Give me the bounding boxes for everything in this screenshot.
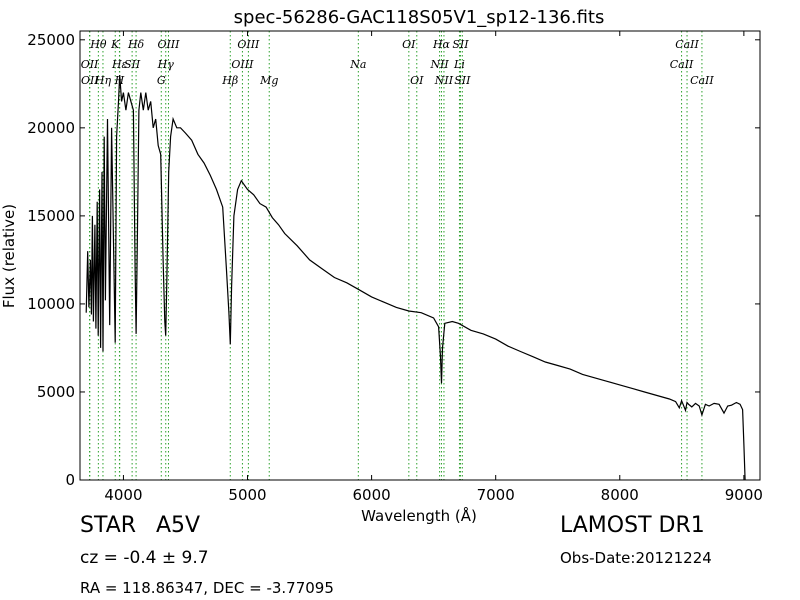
spectral-line-label: Hε [111, 58, 128, 71]
y-axis-ticks: 0 5000 10000 15000 20000 25000 [27, 31, 760, 489]
spectral-line-label: CaII [675, 38, 699, 51]
spectral-line-label: CaII [690, 74, 714, 87]
x-axis-ticks: 4000 5000 6000 7000 8000 9000 [104, 31, 763, 504]
spectral-line-label: OIII [157, 38, 180, 51]
chart-title: spec-56286-GAC118S05V1_sp12-136.fits [234, 7, 605, 28]
spectral-line-label: CaII [670, 58, 694, 71]
spectral-line-markers [89, 31, 703, 480]
spectral-line-label: Hθ [89, 38, 107, 51]
y-tick-label: 0 [65, 471, 75, 489]
y-tick-label: 15000 [27, 207, 75, 225]
y-tick-label: 20000 [27, 119, 75, 137]
object-subclass: A5V [156, 513, 201, 538]
spectral-line-label: OII [81, 58, 99, 71]
spectral-line-label: Li [453, 58, 465, 71]
spectral-line-label: NII [429, 58, 449, 71]
coordinates: RA = 118.86347, DEC = -3.77095 [80, 579, 334, 597]
x-axis-label: Wavelength (Å) [361, 506, 477, 525]
x-tick-label: 9000 [725, 486, 763, 504]
spectral-line-label: Hα [432, 38, 451, 51]
spectral-line-label: Na [349, 58, 366, 71]
spectral-line-label: OI [402, 38, 416, 51]
spectral-line-label: SII [124, 58, 141, 71]
spectral-line-label: Hγ [157, 58, 175, 71]
spectral-line-label: NII [434, 74, 454, 87]
y-tick-label: 25000 [27, 31, 75, 49]
spectral-line-label: K [110, 38, 120, 51]
spectral-line-label: SII [454, 74, 471, 87]
spectral-line-label: Hβ [221, 74, 238, 87]
spectral-line-label: G [157, 74, 166, 87]
spectral-line-label: SII [452, 38, 469, 51]
y-tick-label: 5000 [37, 383, 75, 401]
x-tick-label: 8000 [601, 486, 639, 504]
x-tick-label: 4000 [104, 486, 142, 504]
survey-name: LAMOST DR1 [560, 513, 705, 538]
spectral-line-label: OI [410, 74, 424, 87]
spectral-line-label: Mg [259, 74, 278, 87]
y-axis-label: Flux (relative) [0, 204, 18, 308]
spectral-line-label: Hη [94, 74, 112, 87]
observation-date: Obs-Date:20121224 [560, 549, 712, 567]
spectrum-line [85, 74, 746, 481]
plot-frame [79, 30, 761, 481]
x-tick-label: 7000 [477, 486, 515, 504]
spectral-line-label: Hδ [127, 38, 145, 51]
spectral-line-label: OIII [237, 38, 260, 51]
redshift-value: cz = -0.4 ± 9.7 [80, 548, 209, 568]
y-tick-label: 10000 [27, 295, 75, 313]
object-class: STAR [80, 513, 137, 538]
spectral-line-label: OII [81, 74, 99, 87]
x-tick-label: 6000 [353, 486, 391, 504]
x-tick-label: 5000 [228, 486, 266, 504]
spectral-line-label: OIII [231, 58, 254, 71]
